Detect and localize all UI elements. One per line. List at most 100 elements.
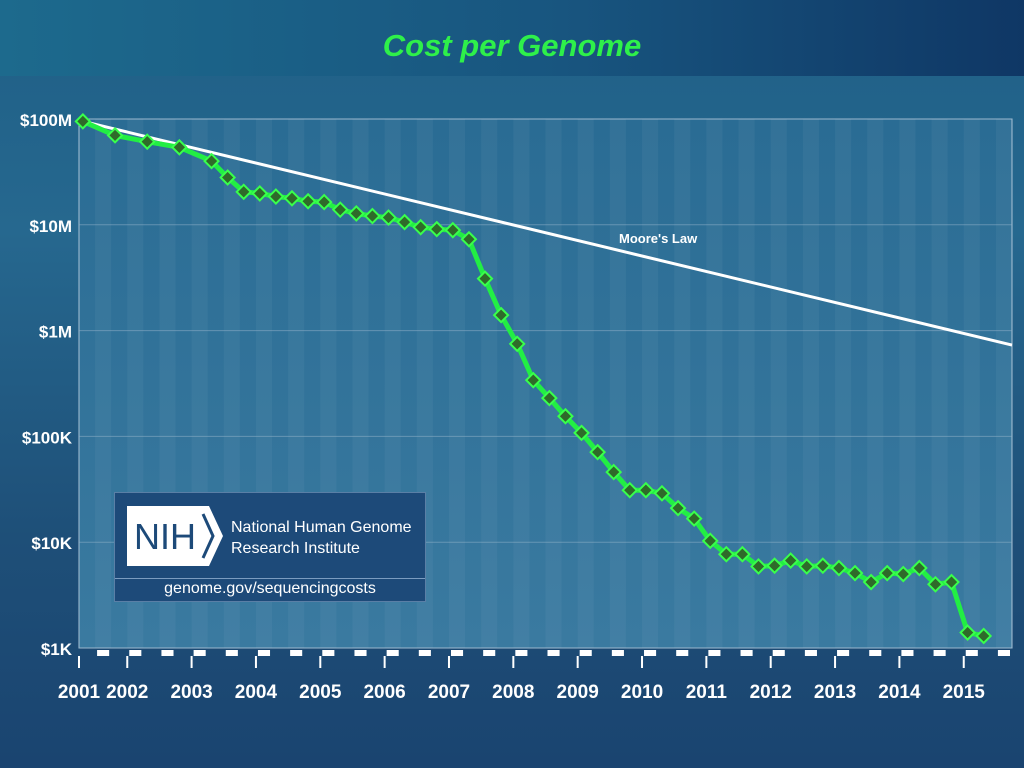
data-point-marker [959, 624, 977, 641]
data-point-marker [106, 126, 124, 144]
x-axis-segment [483, 650, 496, 656]
x-band [770, 119, 787, 648]
x-axis-segment [129, 650, 142, 656]
x-band [963, 119, 980, 648]
x-axis-segment [933, 650, 946, 656]
x-axis-segment [290, 650, 303, 656]
data-point-marker [573, 424, 590, 442]
data-point-marker [363, 207, 381, 225]
x-axis-segment [257, 650, 271, 656]
data-point-marker [653, 484, 671, 502]
x-band [95, 119, 112, 648]
x-axis-segment [515, 650, 528, 656]
data-point-marker [814, 557, 832, 575]
x-band [545, 119, 562, 648]
data-point-marker [170, 138, 188, 156]
x-tick-label: 2015 [943, 682, 986, 703]
data-point-marker [203, 152, 220, 170]
x-band [609, 119, 626, 648]
moores-law-label: Moore's Law [619, 231, 698, 246]
data-point-marker [331, 201, 349, 219]
data-point-marker [830, 559, 848, 577]
data-point-marker [235, 183, 253, 201]
x-band [738, 119, 755, 648]
x-tick-label: 2013 [814, 682, 856, 703]
data-point-marker [717, 545, 735, 563]
data-point-marker [605, 463, 623, 481]
x-tick-label: 2011 [686, 682, 728, 703]
data-point-marker [927, 575, 944, 593]
data-point-marker [557, 407, 574, 425]
x-band [995, 119, 1012, 648]
nih-name-line1: National Human Genome [231, 519, 412, 536]
x-axis-segment [997, 650, 1010, 656]
data-point-marker [701, 532, 719, 550]
x-axis-baseline [97, 650, 1010, 656]
data-point-marker [412, 218, 430, 236]
data-point-marker [508, 335, 526, 353]
y-tick-label: $1M [39, 323, 72, 342]
data-point-marker [685, 510, 703, 528]
data-point-marker [251, 184, 269, 202]
nih-logo: NIH [127, 506, 223, 566]
x-tick-label: 2004 [235, 682, 278, 703]
x-band [577, 119, 594, 648]
x-band [674, 119, 691, 648]
data-point-marker [943, 573, 960, 591]
x-axis: 2001 2002 2003 2004 2005 2006 2007 2008 2009 2010… [58, 656, 985, 703]
nih-url: genome.gov/sequencingcosts [164, 580, 376, 597]
data-point-marker [621, 481, 639, 499]
data-point-marker [589, 443, 607, 461]
x-band [835, 119, 852, 648]
x-axis-segment [965, 650, 978, 656]
data-point-marker [733, 545, 751, 563]
moores-law-line [82, 119, 1013, 347]
data-point-marker [299, 192, 317, 210]
x-axis-segment [901, 650, 914, 656]
x-tick-label: 2009 [557, 682, 599, 703]
x-band [931, 119, 948, 648]
x-axis-segment [804, 650, 817, 656]
y-tick-label: $1K [41, 640, 73, 659]
x-axis-segment [450, 650, 464, 656]
x-tick-label: 2001 [58, 682, 101, 703]
y-axis: $100M $10M $1M $100K $10K $1K [20, 111, 73, 659]
data-point-marker [750, 558, 767, 575]
data-point-marker [74, 112, 92, 130]
y-tick-label: $10M [29, 217, 72, 236]
x-band [706, 119, 723, 648]
data-point-marker [894, 565, 912, 583]
y-tick-label: $100K [22, 428, 73, 447]
data-point-marker [315, 193, 333, 211]
data-point-marker [428, 220, 446, 238]
data-point-marker [540, 389, 558, 407]
x-axis-segment [386, 650, 399, 656]
data-point-marker [878, 564, 896, 582]
x-band [481, 119, 498, 648]
x-band [513, 119, 530, 648]
data-point-marker [524, 371, 542, 389]
title-band [0, 0, 1024, 76]
x-axis-segment [676, 650, 689, 656]
x-tick-label: 2003 [170, 682, 212, 703]
data-point-marker [138, 133, 156, 151]
x-band [448, 119, 466, 648]
x-axis-segment [322, 650, 335, 656]
x-axis-segment [354, 650, 367, 656]
x-band [899, 119, 916, 648]
x-tick-label: 2012 [750, 682, 792, 703]
nih-name-line2: Research Institute [231, 540, 360, 557]
gridlines [79, 118, 1012, 649]
x-tick-label: 2007 [428, 682, 470, 703]
x-axis-segment [97, 650, 110, 656]
x-band [642, 119, 659, 648]
x-axis-segment [547, 650, 560, 656]
x-axis-segment [193, 650, 206, 656]
x-band [867, 119, 884, 648]
x-tick-label: 2005 [299, 682, 342, 703]
data-point-marker [396, 213, 413, 231]
data-point-marker [219, 169, 237, 186]
data-point-marker [862, 573, 880, 591]
data-point-marker [460, 230, 478, 248]
